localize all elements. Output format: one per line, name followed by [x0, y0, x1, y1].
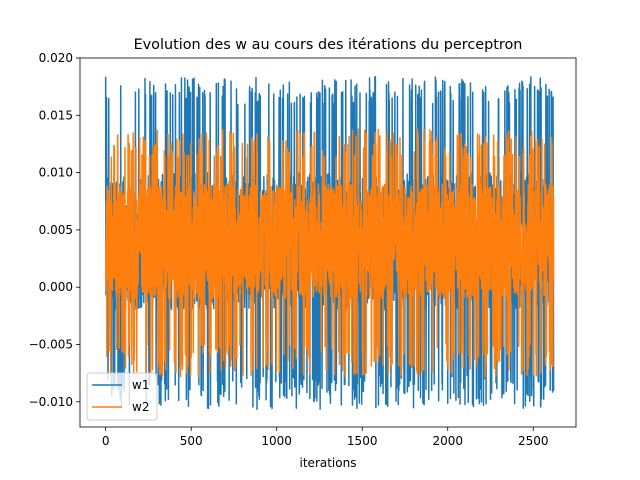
- chart-title: Evolution des w au cours des itérations …: [134, 37, 523, 53]
- series-layer: [104, 76, 555, 410]
- x-tick-label: 2500: [518, 434, 549, 448]
- plot-frame: [79, 57, 577, 428]
- y-tick-label: 0.010: [39, 166, 73, 180]
- x-tick-label: 2000: [432, 434, 463, 448]
- x-axis-label: iterations: [300, 456, 357, 470]
- x-tick-label: 500: [180, 434, 203, 448]
- y-tick-label: 0.015: [39, 108, 73, 122]
- x-tick-label: 1000: [261, 434, 292, 448]
- y-tick-label: 0.000: [39, 280, 73, 294]
- y-tick-label: 0.005: [39, 223, 73, 237]
- series-line-w2: [104, 128, 555, 378]
- x-axis: 0 500 1000 1500 2000 2500: [102, 427, 549, 448]
- y-tick-label: −0.010: [29, 395, 73, 409]
- plot-area: [104, 76, 555, 410]
- y-axis: −0.010 −0.005 0.000 0.005 0.010 0.015 0.020: [29, 51, 80, 409]
- y-tick-label: −0.005: [29, 337, 73, 351]
- legend-label-w2: w2: [132, 400, 149, 414]
- legend-label-w1: w1: [132, 378, 149, 392]
- x-tick-label: 1500: [347, 434, 378, 448]
- y-tick-label: 0.020: [39, 51, 73, 65]
- x-tick-label: 0: [102, 434, 110, 448]
- legend: w1 w2: [86, 372, 158, 421]
